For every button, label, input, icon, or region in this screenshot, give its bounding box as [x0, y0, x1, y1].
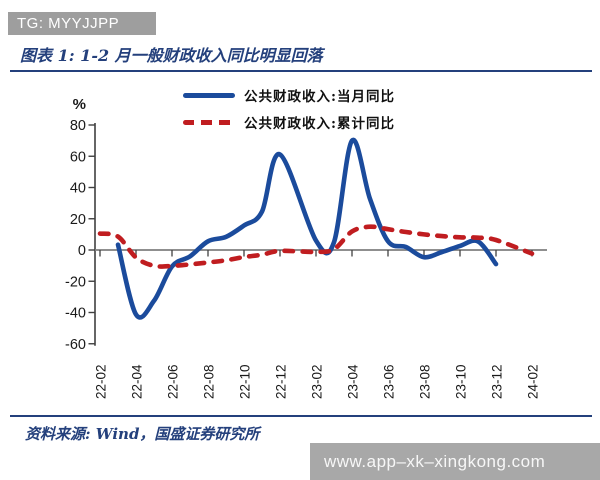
x-tick-label: 23-12 [490, 364, 505, 399]
y-tick-label: -40 [65, 306, 86, 322]
y-tick-label: 20 [70, 212, 86, 228]
legend-item-monthly: 公共财政收入:当月同比 [183, 85, 395, 105]
chart: -60 -40 -20 0 20 40 60 80% 22-02 22-04 22-06 22-08 2… [0, 90, 600, 410]
y-tick-label: 80 [70, 118, 86, 134]
y-tick-label: -60 [65, 337, 86, 353]
title-divider [10, 70, 592, 72]
y-tick-label: 40 [70, 181, 86, 197]
y-tick-label: 60 [70, 149, 86, 165]
legend-line-dashed-icon [183, 119, 235, 125]
watermark-banner-top: TG: MYYJJPP [8, 12, 156, 35]
watermark-banner-top-text: TG: MYYJJPP [17, 15, 120, 32]
chart-legend: 公共财政收入:当月同比 公共财政收入:累计同比 [183, 85, 395, 132]
legend-item-cumulative: 公共财政收入:累计同比 [183, 112, 395, 132]
series-line-cumulative-yoy [97, 224, 535, 269]
x-tick-label: 23-04 [346, 364, 361, 399]
page-title: 图表 1: 1-2 月一般财政收入同比明显回落 [20, 46, 323, 65]
y-tick-label: 0 [78, 243, 86, 259]
legend-line-solid-icon [183, 92, 235, 98]
watermark-banner-bottom: www.app–xk–xingkong.com [310, 443, 600, 480]
x-tick-label: 22-06 [166, 364, 181, 399]
line-chart-canvas: -60 -40 -20 0 20 40 60 80% 22-02 22-04 22-06 22-08 2… [65, 96, 547, 399]
legend-label: 公共财政收入:累计同比 [244, 116, 395, 132]
x-tick-label: 22-02 [94, 364, 109, 399]
x-tick-label: 22-08 [202, 364, 217, 399]
x-tick-label: 23-02 [310, 364, 325, 399]
x-tick-label: 23-08 [418, 364, 433, 399]
x-tick-label: 23-06 [382, 364, 397, 399]
series-line-monthly-yoy [115, 137, 499, 320]
x-tick-label: 22-12 [274, 364, 289, 399]
watermark-banner-bottom-text: www.app–xk–xingkong.com [324, 452, 546, 471]
legend-label: 公共财政收入:当月同比 [244, 89, 395, 105]
x-tick-label: 23-10 [454, 364, 469, 399]
footer-divider [10, 415, 592, 417]
y-tick-label: -20 [65, 274, 86, 290]
x-tick-label: 24-02 [526, 364, 541, 399]
source-note: 资料来源: Wind，国盛证券研究所 [25, 425, 260, 443]
x-tick-label: 22-10 [238, 364, 253, 399]
y-axis-unit-label: % [73, 96, 86, 113]
x-tick-label: 22-04 [130, 364, 145, 399]
